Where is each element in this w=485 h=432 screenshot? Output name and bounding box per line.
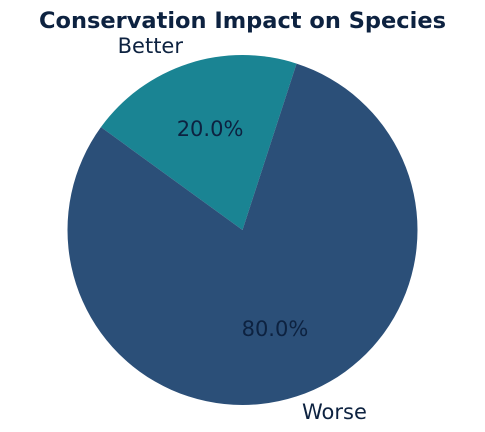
slice-label-better: Better bbox=[118, 34, 184, 58]
pie-slices bbox=[67, 55, 418, 406]
slice-value-worse: 80.0% bbox=[242, 317, 309, 341]
slice-value-better: 20.0% bbox=[177, 117, 244, 141]
slice-label-worse: Worse bbox=[302, 400, 367, 424]
pie-labels: Better 20.0% Worse 80.0% bbox=[118, 34, 367, 424]
pie-slice-worse bbox=[67, 63, 418, 406]
chart-title: Conservation Impact on Species bbox=[39, 8, 446, 34]
pie-slice-better bbox=[100, 55, 297, 230]
